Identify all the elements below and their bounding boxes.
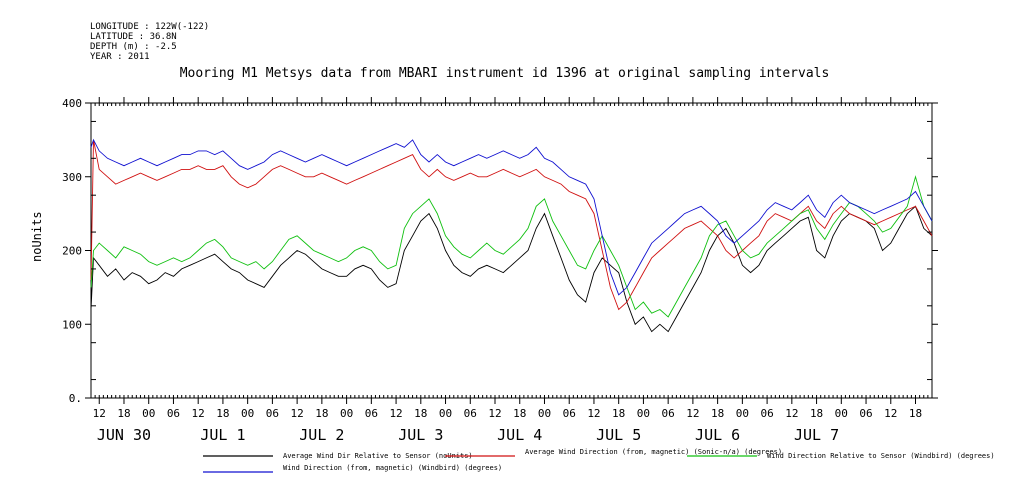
y-tick-label: 400 — [62, 97, 82, 110]
x-tick-label: 18 — [909, 407, 922, 420]
x-tick-label: 12 — [884, 407, 897, 420]
ticks-layer: 0. 100 200 300 400 12 18 00 06 12 18 00 06 12 18 00 06 12… — [62, 97, 938, 444]
x-day-label: JUL 4 — [497, 426, 542, 444]
x-tick-label: 00 — [637, 407, 650, 420]
legend-label: Wind Direction (from, magnetic) (Windbir… — [283, 464, 502, 472]
x-tick-label: 12 — [192, 407, 205, 420]
legend-label: Wind Direction Relative to Sensor (Windb… — [767, 452, 995, 460]
series-line-3 — [90, 175, 933, 318]
x-tick-label: 12 — [488, 407, 501, 420]
legend-label: Average Wind Dir Relative to Sensor (noU… — [283, 452, 473, 460]
x-tick-label: 18 — [414, 407, 427, 420]
x-tick-label: 00 — [142, 407, 155, 420]
x-tick-label: 06 — [266, 407, 279, 420]
x-tick-label: 18 — [117, 407, 130, 420]
longitude-label: LONGITUDE : 122W(-122) — [90, 22, 210, 32]
x-tick-label: 06 — [167, 407, 180, 420]
x-tick-label: 18 — [513, 407, 526, 420]
series-line-2 — [90, 139, 933, 311]
y-tick-label: 100 — [62, 318, 82, 331]
latitude-label: LATITUDE : 36.8N — [90, 32, 177, 42]
x-day-label: JUL 1 — [200, 426, 245, 444]
y-tick-label: 300 — [62, 171, 82, 184]
x-tick-label: 18 — [711, 407, 724, 420]
x-tick-label: 06 — [464, 407, 477, 420]
x-tick-label: 06 — [563, 407, 576, 420]
chart-title: Mooring M1 Metsys data from MBARI instru… — [179, 66, 830, 81]
x-day-label: JUL 3 — [398, 426, 443, 444]
x-tick-label: 12 — [686, 407, 699, 420]
x-tick-label: 18 — [216, 407, 229, 420]
x-tick-label: 18 — [612, 407, 625, 420]
x-day-label: JUL 6 — [695, 426, 740, 444]
plot-border — [90, 102, 933, 399]
legend-label: Average Wind Direction (from, magnetic) … — [525, 448, 782, 456]
x-tick-label: 06 — [760, 407, 773, 420]
plot-frame — [90, 102, 933, 399]
series-line-1 — [90, 205, 933, 333]
x-tick-label: 18 — [810, 407, 823, 420]
series-line-4 — [90, 138, 933, 296]
x-tick-label: 00 — [736, 407, 749, 420]
y-tick-label: 200 — [62, 245, 82, 258]
x-tick-label: 06 — [662, 407, 675, 420]
depth-label: DEPTH (m) : -2.5 — [90, 42, 177, 52]
x-tick-label: 00 — [538, 407, 551, 420]
x-tick-label: 12 — [291, 407, 304, 420]
x-tick-label: 06 — [859, 407, 872, 420]
x-tick-label: 00 — [340, 407, 353, 420]
x-tick-label: 12 — [93, 407, 106, 420]
x-tick-label: 12 — [785, 407, 798, 420]
x-tick-label: 06 — [365, 407, 378, 420]
x-day-label: JUL 2 — [299, 426, 344, 444]
x-tick-label: 18 — [315, 407, 328, 420]
legend: Average Wind Dir Relative to Sensor (noU… — [203, 448, 995, 473]
y-tick-label: 0. — [69, 392, 82, 405]
x-day-label: JUN 30 — [97, 426, 151, 444]
x-tick-label: 00 — [439, 407, 452, 420]
x-tick-label: 00 — [241, 407, 254, 420]
x-day-label: JUL 7 — [794, 426, 839, 444]
x-tick-label: 12 — [389, 407, 402, 420]
x-tick-label: 00 — [835, 407, 848, 420]
x-day-label: JUL 5 — [596, 426, 641, 444]
year-label: YEAR : 2011 — [90, 52, 150, 62]
series-layer — [90, 138, 933, 333]
x-tick-label: 12 — [587, 407, 600, 420]
